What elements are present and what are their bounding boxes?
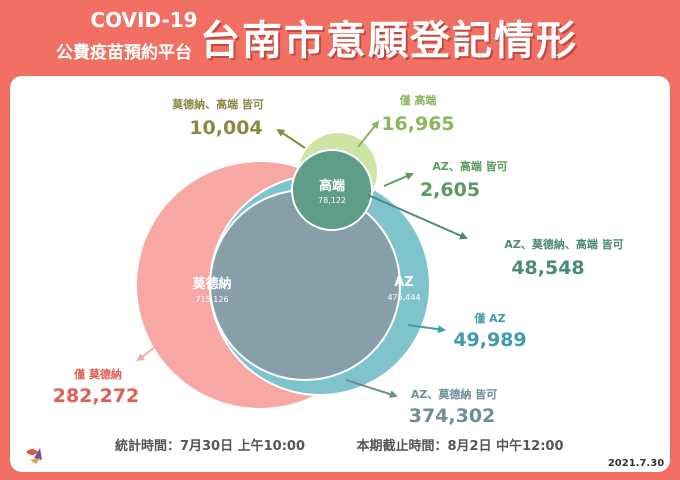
medigen-set-label: 高端 — [319, 178, 345, 194]
footer-date: 2021.7.30 — [608, 458, 664, 469]
region-az-only-value: 49,989 — [453, 329, 526, 351]
arrow-az-medigen — [383, 172, 414, 187]
medigen-set-total: 78,122 — [318, 196, 346, 205]
header-covid-label: COVID-19 — [90, 8, 198, 32]
region-medigen-only-value: 16,965 — [381, 113, 454, 135]
region-az-moderna-label: AZ、莫德納 皆可 — [411, 387, 497, 401]
region-moderna-medigen-label: 莫德納、高端 皆可 — [171, 97, 264, 111]
region-az-medigen-value: 2,605 — [420, 179, 480, 201]
moderna-set-total: 715,126 — [195, 295, 228, 304]
arrow-moderna-only — [136, 339, 165, 362]
region-az-medigen-label: AZ、高端 皆可 — [432, 159, 507, 173]
arrow-all-three — [367, 194, 468, 240]
header-platform-label: 公費疫苗預約平台 — [56, 43, 192, 63]
arrow-moderna-medigen — [276, 128, 306, 149]
region-moderna-only-label: 僅 莫德納 — [73, 367, 122, 381]
all-three-overlap — [291, 149, 373, 231]
region-az-moderna-value: 374,302 — [409, 405, 496, 427]
moderna-set-label: 莫德納 — [191, 276, 231, 292]
header: COVID-19 公費疫苗預約平台 台南市意願登記情形 — [0, 0, 680, 72]
arrow-az-moderna — [345, 379, 398, 398]
az-set-label: AZ — [394, 275, 414, 290]
region-moderna-only-value: 282,272 — [53, 385, 140, 407]
az-set-total: 475,444 — [387, 293, 420, 302]
region-all-three-value: 48,548 — [511, 257, 584, 279]
region-az-only-label: 僅 AZ — [473, 311, 505, 325]
arrow-medigen-only — [357, 120, 380, 148]
footer-deadline: 本期截止時間：8月2日 中午12:00 — [357, 438, 564, 454]
region-medigen-only-label: 僅 高端 — [399, 93, 437, 107]
footer-stats-time: 統計時間：7月30日 上午10:00 — [115, 438, 305, 454]
region-moderna-medigen-value: 10,004 — [189, 117, 262, 139]
page-title: 台南市意願登記情形 — [200, 18, 578, 64]
arrow-az-only — [407, 324, 446, 334]
region-all-three-label: AZ、莫德納、高端 皆可 — [504, 237, 623, 251]
city-logo-icon — [26, 448, 42, 464]
